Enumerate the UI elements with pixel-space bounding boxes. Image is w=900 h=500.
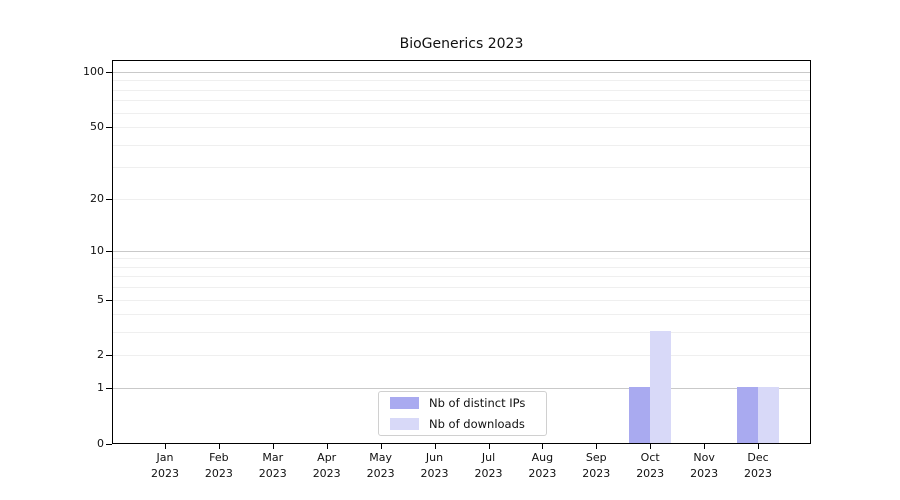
x-tick-mark (542, 444, 544, 449)
gridline-minor (113, 80, 810, 82)
bar-downloads[interactable] (650, 331, 672, 443)
x-tick-mark (272, 444, 274, 449)
gridline-minor (113, 112, 810, 114)
y-tick-label: 5 (97, 292, 104, 306)
gridline-minor (113, 198, 810, 200)
x-tick-mark (488, 444, 490, 449)
y-tick-label: 20 (90, 191, 104, 205)
y-tick-mark (106, 198, 112, 200)
y-tick-mark (106, 388, 112, 390)
y-tick-label: 0 (97, 437, 104, 450)
y-tick-label: 2 (97, 348, 104, 362)
x-tick-mark (326, 444, 328, 449)
y-tick-mark (106, 444, 112, 445)
gridline-minor (113, 314, 810, 316)
plot-area (112, 60, 811, 444)
x-tick-label: Jan 2023 (151, 451, 179, 480)
gridline-minor (113, 127, 810, 128)
x-tick-label: Jun 2023 (420, 451, 449, 480)
gridline-minor (113, 276, 810, 278)
x-tick-mark (650, 444, 652, 449)
legend-label-downloads: Nb of downloads (429, 417, 525, 431)
x-tick-label: Dec 2023 (744, 451, 772, 480)
x-tick-mark (434, 444, 436, 449)
gridline-minor (113, 89, 810, 91)
x-tick-label: Mar 2023 (258, 451, 287, 480)
x-tick-mark (380, 444, 382, 449)
y-tick-mark (106, 71, 112, 73)
gridline-minor (113, 266, 810, 268)
x-tick-label: May 2023 (366, 451, 395, 480)
x-tick-label: Oct 2023 (636, 451, 665, 480)
gridline-minor (113, 144, 810, 146)
gridline-minor (113, 355, 810, 357)
y-tick-mark (106, 127, 112, 128)
x-tick-mark (704, 444, 706, 449)
gridline-major (113, 250, 810, 252)
legend-item-downloads[interactable]: Nb of downloads (379, 414, 546, 434)
gridline-major (113, 388, 810, 390)
y-tick-mark (106, 355, 112, 357)
legend-label-distinct-ips: Nb of distinct IPs (429, 396, 526, 410)
y-tick-label: 1 (97, 381, 104, 395)
bar-downloads[interactable] (758, 387, 779, 443)
x-tick-label: Apr 2023 (312, 451, 341, 480)
legend-swatch-distinct-ips (390, 397, 419, 409)
x-tick-mark (596, 444, 598, 449)
gridline-minor (113, 299, 810, 301)
legend: Nb of distinct IPs Nb of downloads (378, 391, 547, 436)
legend-item-distinct-ips[interactable]: Nb of distinct IPs (379, 393, 546, 413)
gridline-minor (113, 258, 810, 260)
x-tick-label: Aug 2023 (528, 451, 557, 480)
x-tick-mark (758, 444, 759, 449)
x-tick-label: Sep 2023 (582, 451, 611, 480)
y-tick-mark (106, 250, 112, 252)
x-tick-mark (218, 444, 220, 449)
gridline-minor (113, 167, 810, 169)
y-tick-label: 10 (90, 243, 104, 257)
y-tick-label: 100 (83, 64, 104, 78)
bar-distinct-ips[interactable] (737, 387, 758, 443)
gridline-minor (113, 332, 810, 334)
gridline-minor (113, 100, 810, 102)
chart-title: BioGenerics 2023 (399, 36, 524, 52)
legend-swatch-downloads (390, 418, 419, 430)
x-tick-label: Jul 2023 (474, 451, 503, 480)
gridline-major (113, 71, 810, 73)
bar-distinct-ips[interactable] (629, 387, 651, 443)
y-tick-label: 50 (90, 120, 104, 133)
x-tick-mark (165, 444, 166, 449)
y-tick-mark (106, 299, 112, 301)
x-tick-label: Nov 2023 (690, 451, 719, 480)
x-tick-label: Feb 2023 (204, 451, 233, 480)
gridline-minor (113, 287, 810, 289)
